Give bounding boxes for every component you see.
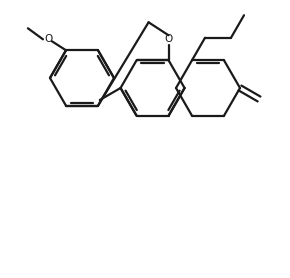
Text: O: O [164,34,173,44]
Text: O: O [45,34,53,44]
